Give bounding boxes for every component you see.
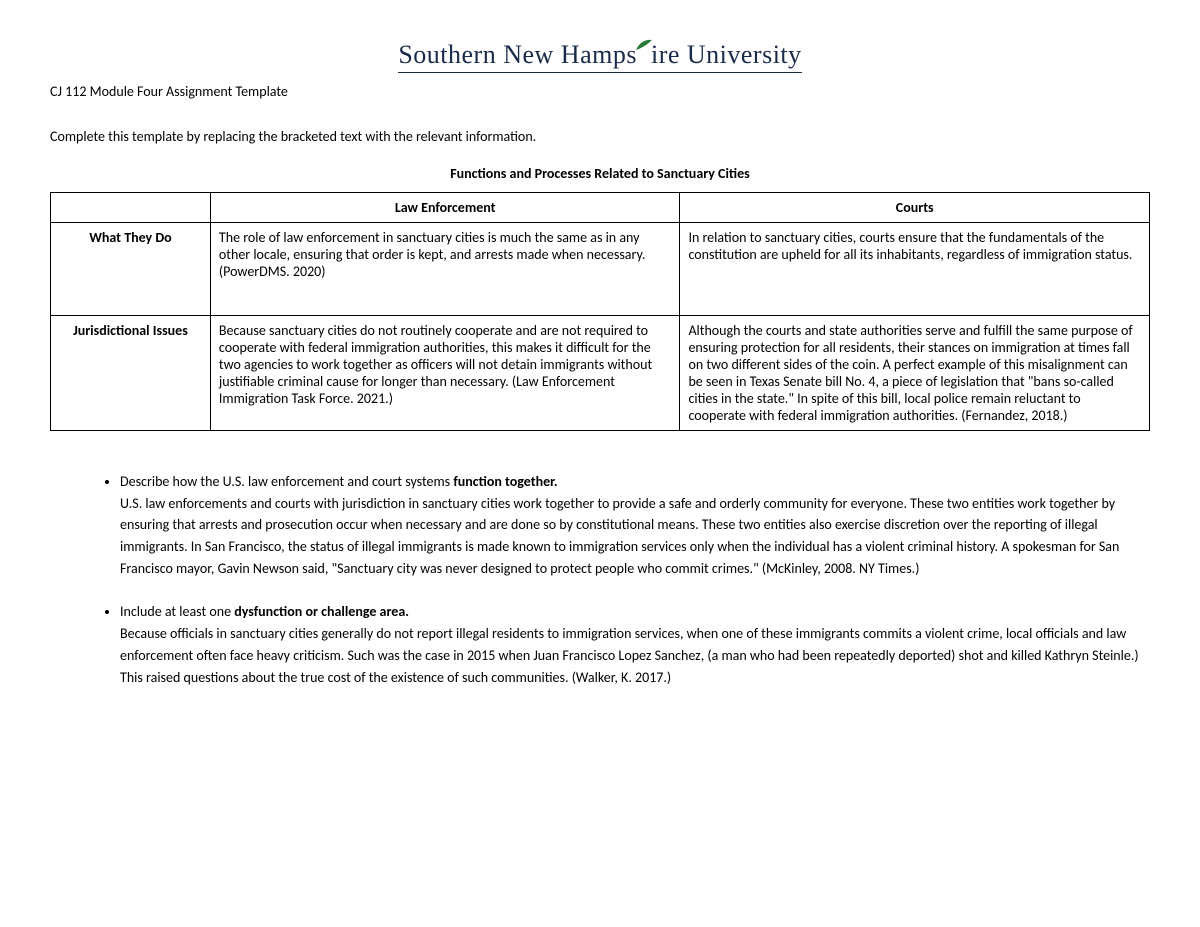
table-row: What They Do The role of law enforcement… bbox=[51, 223, 1150, 316]
cell-law-juris: Because sanctuary cities do not routinel… bbox=[210, 316, 680, 431]
cell-law-what: The role of law enforcement in sanctuary… bbox=[210, 223, 680, 316]
list-item: Include at least one dysfunction or chal… bbox=[120, 601, 1150, 688]
bullet-prompt: Include at least one dysfunction or chal… bbox=[120, 603, 409, 620]
row-label-jurisdictional: Jurisdictional Issues bbox=[51, 316, 211, 431]
cell-text: The role of law enforcement in sanctuary… bbox=[219, 229, 672, 309]
prompt-bold: dysfunction or challenge area. bbox=[234, 603, 409, 620]
prompt-pre: Describe how the U.S. law enforcement an… bbox=[120, 473, 453, 490]
table-header-row: Law Enforcement Courts bbox=[51, 193, 1150, 223]
header-law-enforcement: Law Enforcement bbox=[210, 193, 680, 223]
document-page: Southern New Hamps ire University CJ 112 … bbox=[0, 0, 1200, 760]
functions-table: Law Enforcement Courts What They Do The … bbox=[50, 192, 1150, 431]
cell-text: Although the courts and state authoritie… bbox=[688, 322, 1141, 424]
row-label-what-they-do: What They Do bbox=[51, 223, 211, 316]
document-title: CJ 112 Module Four Assignment Template bbox=[50, 83, 1150, 100]
instructions-text: Complete this template by replacing the … bbox=[50, 128, 1150, 145]
header-courts: Courts bbox=[680, 193, 1150, 223]
logo-underline bbox=[398, 72, 801, 73]
leaf-icon bbox=[635, 39, 653, 51]
section-title: Functions and Processes Related to Sanct… bbox=[50, 165, 1150, 182]
cell-courts-juris: Although the courts and state authoritie… bbox=[680, 316, 1150, 431]
header-blank bbox=[51, 193, 211, 223]
cell-courts-what: In relation to sanctuary cities, courts … bbox=[680, 223, 1150, 316]
logo-text-left: Southern New Hamps bbox=[398, 40, 637, 69]
cell-text: Because sanctuary cities do not routinel… bbox=[219, 322, 672, 407]
bullet-answer: Because officials in sanctuary cities ge… bbox=[120, 623, 1150, 688]
university-logo: Southern New Hamps ire University bbox=[398, 40, 801, 73]
logo-container: Southern New Hamps ire University bbox=[50, 40, 1150, 73]
bullet-list: Describe how the U.S. law enforcement an… bbox=[50, 471, 1150, 688]
list-item: Describe how the U.S. law enforcement an… bbox=[120, 471, 1150, 579]
bullet-prompt: Describe how the U.S. law enforcement an… bbox=[120, 473, 558, 490]
prompt-bold: function together. bbox=[453, 473, 557, 490]
table-row: Jurisdictional Issues Because sanctuary … bbox=[51, 316, 1150, 431]
cell-text: In relation to sanctuary cities, courts … bbox=[688, 229, 1141, 309]
prompt-pre: Include at least one bbox=[120, 603, 234, 620]
logo-text-right: ire University bbox=[651, 40, 802, 69]
bullet-answer: U.S. law enforcements and courts with ju… bbox=[120, 493, 1150, 580]
